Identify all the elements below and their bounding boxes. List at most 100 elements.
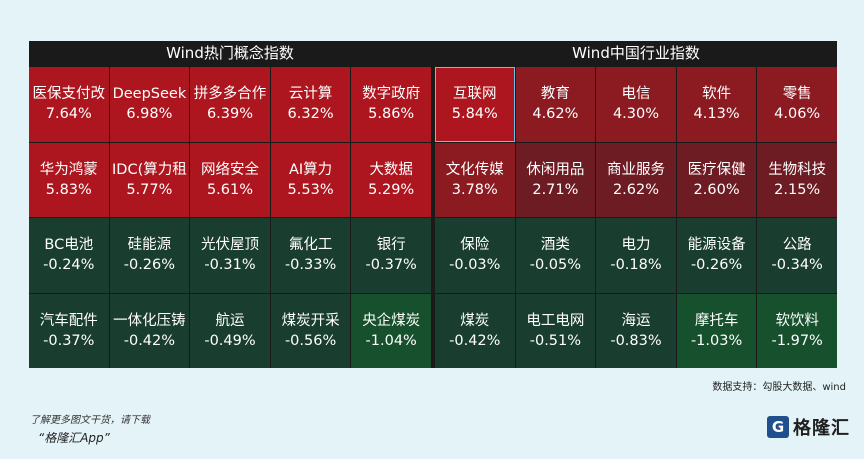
cell-name: 医保支付改 bbox=[32, 86, 106, 103]
heatmap-cell: 生物科技 2.15% bbox=[757, 142, 837, 217]
cell-name: 煤炭开采 bbox=[281, 312, 340, 329]
cell-name: 海运 bbox=[621, 312, 651, 329]
cell-name: 煤炭 bbox=[460, 312, 490, 329]
cell-value: -0.18% bbox=[610, 257, 662, 274]
heatmap-cell: 氟化工 -0.33% bbox=[270, 218, 351, 293]
concept-index-panel: Wind热门概念指数 医保支付改 7.64% DeepSeek 6.98% 拼多多合作 6… bbox=[29, 41, 431, 368]
heatmap-cell: 保险 -0.03% bbox=[435, 218, 515, 293]
cell-name: 软件 bbox=[702, 86, 732, 103]
heatmap-cell: 云计算 6.32% bbox=[270, 67, 351, 142]
app-name: “格隆汇App” bbox=[38, 431, 110, 445]
cell-name: 光伏屋顶 bbox=[200, 237, 259, 254]
cell-value: -0.83% bbox=[610, 332, 662, 349]
brand-logo: G 格隆汇 bbox=[767, 414, 850, 440]
heatmap-cell: 银行 -0.37% bbox=[351, 218, 431, 293]
data-source: 数据支持：勾股大数据、wind bbox=[712, 382, 846, 393]
heatmap-cell: 能源设备 -0.26% bbox=[676, 218, 757, 293]
cell-name: 互联网 bbox=[453, 86, 497, 103]
cell-value: 4.62% bbox=[532, 106, 579, 123]
heatmap-cell: 大数据 5.29% bbox=[351, 142, 431, 217]
heatmap-cell: 一体化压铸 -0.42% bbox=[109, 293, 190, 368]
cell-name: 休闲用品 bbox=[526, 161, 585, 178]
cell-name: 电工电网 bbox=[526, 312, 585, 329]
concept-index-title: Wind热门概念指数 bbox=[29, 41, 431, 66]
cell-value: -0.03% bbox=[449, 257, 501, 274]
heatmap-cell: 光伏屋顶 -0.31% bbox=[190, 218, 270, 293]
concept-index-grid: 医保支付改 7.64% DeepSeek 6.98% 拼多多合作 6.39% 云计算 6.32… bbox=[29, 67, 431, 368]
heatmap-cell: 航运 -0.49% bbox=[190, 293, 270, 368]
cell-value: -0.56% bbox=[284, 332, 337, 349]
cell-value: 6.39% bbox=[206, 106, 254, 123]
heatmap-cell: 华为鸿蒙 5.83% bbox=[29, 142, 109, 217]
cell-value: -0.26% bbox=[123, 257, 176, 274]
cell-name: 公路 bbox=[782, 237, 812, 254]
cell-name: 摩托车 bbox=[694, 312, 739, 329]
cell-value: 2.15% bbox=[774, 181, 821, 198]
heatmap-cell: BC电池 -0.24% bbox=[29, 218, 109, 293]
heatmap-cell: 硅能源 -0.26% bbox=[109, 218, 190, 293]
cell-value: 4.13% bbox=[693, 106, 740, 123]
industry-index-panel: Wind中国行业指数 互联网 5.84% 教育 4.62% 电信 4.30% 软件 4.13%… bbox=[435, 41, 837, 368]
cell-value: 3.78% bbox=[451, 181, 498, 198]
heatmap-cell: 教育 4.62% bbox=[515, 67, 596, 142]
cell-value: 6.32% bbox=[287, 106, 334, 123]
cell-value: -1.04% bbox=[365, 332, 417, 349]
cell-name: 云计算 bbox=[288, 86, 333, 103]
cell-name: 生物科技 bbox=[768, 161, 827, 178]
heatmap-cell: 数字政府 5.86% bbox=[351, 67, 431, 142]
cell-name: IDC(算力租 bbox=[112, 161, 187, 178]
cell-value: 5.84% bbox=[451, 106, 498, 123]
heatmap-cell: 医保支付改 7.64% bbox=[29, 67, 109, 142]
heatmap-cell: 软饮料 -1.97% bbox=[757, 293, 837, 368]
cell-value: -0.34% bbox=[771, 257, 823, 274]
cell-value: 5.53% bbox=[287, 181, 334, 198]
cell-name: 电信 bbox=[621, 86, 651, 103]
cell-value: 2.62% bbox=[612, 181, 660, 198]
heatmap-cell: 电工电网 -0.51% bbox=[515, 293, 596, 368]
logo-mark-icon: G bbox=[767, 416, 789, 438]
cell-value: 7.64% bbox=[45, 106, 92, 123]
cell-value: -0.42% bbox=[449, 332, 501, 349]
cell-value: -0.05% bbox=[529, 257, 582, 274]
cell-name: 拼多多合作 bbox=[193, 86, 267, 103]
industry-index-grid: 互联网 5.84% 教育 4.62% 电信 4.30% 软件 4.13% 零售 4.06% 文化传媒… bbox=[435, 67, 837, 368]
industry-index-title: Wind中国行业指数 bbox=[435, 41, 837, 66]
heatmap-cell: 电力 -0.18% bbox=[596, 218, 676, 293]
cell-name: DeepSeek bbox=[112, 86, 187, 103]
heatmap-cell: DeepSeek 6.98% bbox=[109, 67, 190, 142]
cell-value: -0.24% bbox=[43, 257, 95, 274]
cell-name: 数字政府 bbox=[362, 86, 421, 103]
heatmap-cell: AI算力 5.53% bbox=[270, 142, 351, 217]
cell-name: 大数据 bbox=[369, 161, 413, 178]
heatmap-cell: 网络安全 5.61% bbox=[190, 142, 270, 217]
cell-value: -1.03% bbox=[690, 332, 743, 349]
cell-name: 银行 bbox=[376, 237, 406, 254]
cell-name: 能源设备 bbox=[687, 237, 746, 254]
heatmap-cell: 煤炭 -0.42% bbox=[435, 293, 515, 368]
cell-value: -0.31% bbox=[204, 257, 256, 274]
cell-name: BC电池 bbox=[44, 237, 94, 254]
logo-text: 格隆汇 bbox=[793, 418, 850, 439]
cell-value: -0.37% bbox=[365, 257, 417, 274]
cell-name: AI算力 bbox=[288, 161, 333, 178]
heatmap-cell: 海运 -0.83% bbox=[596, 293, 676, 368]
heatmap-cell: 公路 -0.34% bbox=[757, 218, 837, 293]
heatmap-cell: 电信 4.30% bbox=[596, 67, 676, 142]
cell-value: -1.97% bbox=[771, 332, 823, 349]
cell-value: 6.98% bbox=[126, 106, 173, 123]
cell-value: -0.33% bbox=[284, 257, 337, 274]
heatmap-cell: 拼多多合作 6.39% bbox=[190, 67, 270, 142]
cell-name: 电力 bbox=[621, 237, 651, 254]
heatmap-cell: 文化传媒 3.78% bbox=[435, 142, 515, 217]
cell-name: 商业服务 bbox=[606, 161, 665, 178]
cell-name: 硅能源 bbox=[127, 237, 172, 254]
cell-name: 零售 bbox=[782, 86, 812, 103]
cell-name: 一体化压铸 bbox=[113, 312, 186, 329]
cell-value: 2.71% bbox=[532, 181, 579, 198]
cell-name: 汽车配件 bbox=[39, 312, 98, 329]
cell-name: 氟化工 bbox=[288, 237, 333, 254]
cell-name: 酒类 bbox=[540, 237, 570, 254]
heatmap-cell: 煤炭开采 -0.56% bbox=[270, 293, 351, 368]
heatmap-cell: 休闲用品 2.71% bbox=[515, 142, 596, 217]
cell-name: 医疗保健 bbox=[687, 161, 746, 178]
